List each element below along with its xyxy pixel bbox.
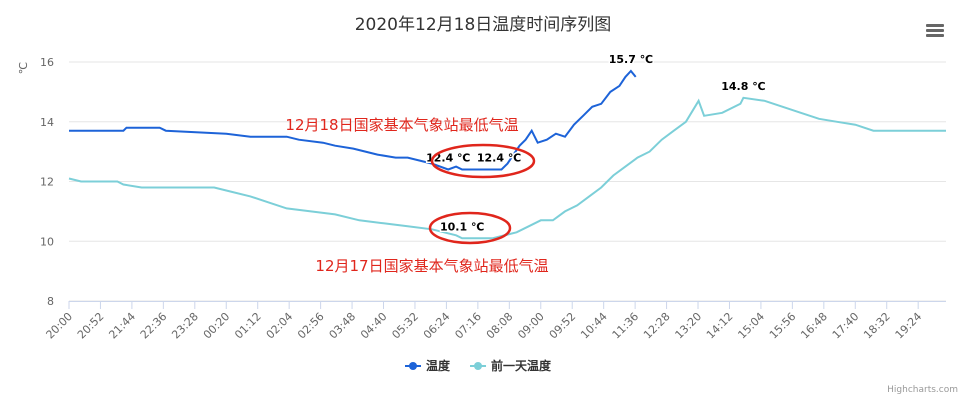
- y-tick-label: 8: [47, 295, 54, 308]
- legend-label: 温度: [426, 358, 451, 373]
- x-tick-label: 13:20: [673, 310, 705, 342]
- x-tick-label: 21:44: [106, 310, 138, 342]
- annotation: 12月18日国家基本气象站最低气温: [285, 116, 518, 134]
- x-tick-label: 12:28: [641, 310, 673, 342]
- x-tick-label: 08:08: [484, 310, 516, 342]
- x-tick-label: 02:04: [264, 310, 296, 342]
- y-tick-label: 14: [40, 116, 54, 129]
- legend-item[interactable]: 温度: [405, 358, 451, 373]
- menu-bar: [926, 34, 944, 37]
- legend-label: 前一天温度: [491, 358, 552, 373]
- x-tick-label: 15:56: [767, 310, 799, 342]
- x-tick-label: 02:56: [295, 310, 327, 342]
- y-axis-title: ℃: [17, 62, 30, 74]
- x-tick-label: 17:40: [830, 310, 862, 342]
- x-tick-label: 09:52: [547, 310, 579, 342]
- x-tick-label: 03:48: [327, 310, 359, 342]
- data-label: 15.7 ℃: [609, 53, 653, 66]
- x-tick-label: 20:52: [75, 310, 107, 342]
- x-tick-label: 20:00: [44, 310, 76, 342]
- data-label: 14.8 ℃: [721, 80, 765, 93]
- x-tick-label: 14:12: [704, 310, 736, 342]
- series-line: [68, 96, 946, 240]
- legend-marker: [474, 362, 483, 370]
- x-tick-label: 15:04: [735, 310, 767, 342]
- x-tick-label: 00:20: [201, 310, 233, 342]
- series-line: [69, 69, 637, 171]
- x-tick-label: 01:12: [232, 310, 264, 342]
- x-tick-label: 23:28: [169, 310, 201, 342]
- x-tick-label: 07:16: [452, 310, 484, 342]
- x-tick-label: 19:24: [893, 310, 925, 342]
- legend-item[interactable]: 前一天温度: [470, 358, 552, 373]
- x-tick-label: 06:24: [421, 310, 453, 342]
- menu-bar: [926, 24, 944, 27]
- x-tick-label: 11:36: [610, 310, 642, 342]
- x-tick-label: 22:36: [138, 310, 170, 342]
- x-tick-label: 10:44: [578, 310, 610, 342]
- menu-button[interactable]: [926, 24, 944, 37]
- x-tick-label: 04:40: [358, 310, 390, 342]
- x-tick-label: 16:48: [798, 310, 830, 342]
- y-tick-label: 10: [40, 235, 54, 248]
- x-tick-label: 18:32: [861, 310, 893, 342]
- annotation: 12月17日国家基本气象站最低气温: [315, 257, 548, 275]
- data-label: 10.1 ℃: [440, 220, 484, 233]
- x-tick-label: 05:32: [389, 310, 421, 342]
- highlight-ellipse: [428, 211, 512, 245]
- chart-title: 2020年12月18日温度时间序列图: [355, 15, 612, 35]
- y-tick-label: 12: [40, 176, 54, 189]
- legend-marker: [409, 362, 417, 370]
- highlight-ellipse: [430, 143, 536, 179]
- menu-bar: [926, 29, 944, 32]
- data-label: 12.4 ℃: [477, 152, 521, 165]
- x-tick-label: 09:00: [515, 310, 547, 342]
- credits[interactable]: Highcharts.com: [887, 385, 958, 395]
- y-tick-label: 16: [40, 56, 54, 69]
